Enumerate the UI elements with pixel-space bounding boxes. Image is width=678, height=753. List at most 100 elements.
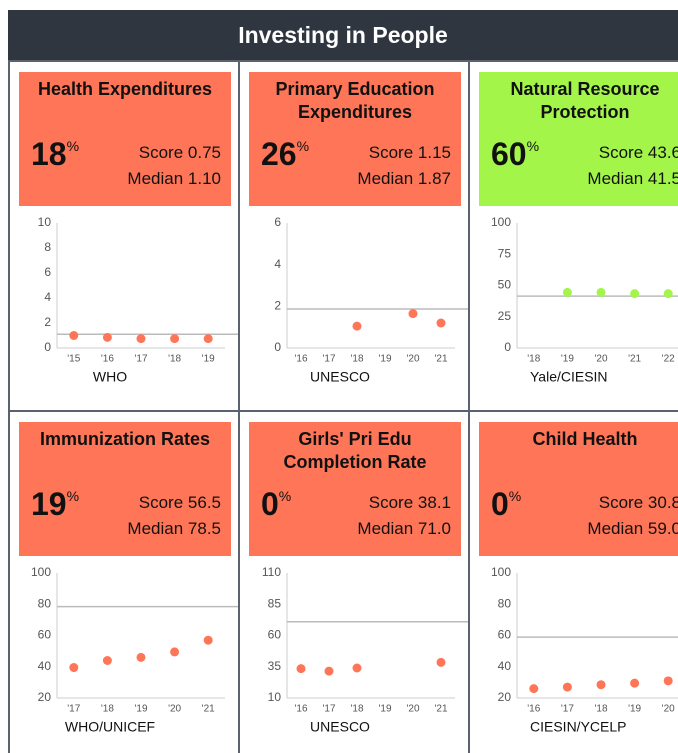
y-tick-label: 4 (44, 290, 51, 304)
x-tick-label: '20 (406, 704, 419, 715)
dot (203, 635, 213, 645)
chart: 20 40 60 80 100 '17 '18 '19 '20 '21 WHO/UNICEF (31, 565, 240, 735)
x-tick-label: '18 (168, 354, 181, 365)
percentile-value: 60 (491, 136, 527, 172)
median: Median 78.5 (127, 519, 221, 539)
y-tick-label: 20 (498, 690, 512, 704)
percentile-unit: % (66, 138, 80, 154)
median-label: Median (357, 519, 414, 538)
x-tick-label: '19 (134, 704, 147, 715)
median: Median 41.5 (587, 169, 678, 189)
median-label: Median (357, 169, 414, 188)
x-tick-label: '17 (67, 704, 80, 715)
y-tick-label: 100 (31, 565, 51, 579)
percentile-unit: % (508, 488, 522, 504)
median-label: Median (587, 169, 644, 188)
dot (102, 332, 112, 342)
percentile-unit: % (526, 138, 540, 154)
percentile: 0% (261, 486, 291, 523)
card-title: Girls' Pri Edu Completion Rate (283, 429, 427, 472)
dot (630, 678, 640, 688)
y-tick-label: 6 (274, 215, 281, 229)
x-tick-label: '20 (594, 354, 607, 365)
dot (69, 331, 79, 340)
card-title: Child Health (532, 429, 638, 449)
percentile: 0% (491, 486, 521, 523)
card-title: Primary Education Expenditures (275, 79, 435, 122)
y-tick-label: 20 (38, 690, 52, 704)
dot (170, 334, 180, 344)
y-tick-label: 60 (268, 628, 282, 642)
score: Score 30.8 (599, 493, 678, 513)
chart: 0 2 4 6 8 10 '15 '16 '17 '18 '19 WHO (38, 215, 240, 385)
x-tick-label: '19 (628, 704, 641, 715)
x-tick-label: '16 (101, 354, 114, 365)
y-tick-label: 0 (504, 340, 511, 354)
source: UNESCO (310, 719, 370, 735)
x-tick-label: '19 (378, 704, 391, 715)
panel: Girls' Pri Edu Completion Rate 0% Score 38… (238, 410, 470, 753)
score-label: Score (598, 493, 644, 512)
median-value: 71.0 (417, 519, 451, 538)
x-tick-label: '18 (350, 354, 363, 365)
y-tick-label: 2 (44, 315, 51, 329)
score-value: 38.1 (417, 493, 451, 512)
chart: 20 40 60 80 100 '16 '17 '18 '19 '20 CIESIN/YCELP (491, 565, 678, 735)
y-tick-label: 8 (44, 240, 51, 254)
chart: 0 2 4 6 '16 '17 '18 '19 '20 '21 UNESCO (274, 215, 470, 385)
score-value: 1.15 (417, 143, 451, 162)
dot (436, 657, 446, 667)
source: Yale/CIESIN (530, 369, 608, 385)
score-label: Score (368, 493, 414, 512)
y-tick-label: 100 (491, 215, 511, 229)
score-value: 56.5 (187, 493, 221, 512)
x-tick-label: '17 (322, 704, 335, 715)
source: WHO (93, 369, 127, 385)
median-value: 1.10 (187, 169, 221, 188)
percentile-unit: % (278, 488, 292, 504)
panel: Natural Resource Protection 60% Score 43.6… (468, 60, 678, 410)
x-tick-label: '16 (527, 704, 540, 715)
percentile: 18% (31, 136, 79, 173)
dot (663, 676, 673, 686)
x-tick-label: '21 (628, 354, 641, 365)
y-tick-label: 110 (262, 565, 281, 579)
percentile-value: 0 (491, 486, 509, 522)
dot (562, 287, 572, 297)
dot (136, 334, 146, 344)
x-tick-label: '20 (406, 354, 419, 365)
x-tick-label: '19 (378, 354, 391, 365)
y-tick-label: 60 (498, 628, 512, 642)
y-tick-label: 35 (268, 659, 282, 673)
y-tick-label: 0 (44, 340, 51, 354)
y-tick-label: 100 (491, 565, 511, 579)
y-tick-label: 75 (498, 246, 512, 260)
score-label: Score (138, 493, 184, 512)
y-tick-label: 50 (498, 278, 512, 292)
median: Median 59.0 (587, 519, 678, 539)
score: Score 0.75 (139, 143, 221, 163)
x-tick-label: '16 (294, 354, 307, 365)
dot (408, 309, 418, 319)
dot (436, 318, 446, 328)
x-tick-label: '18 (350, 704, 363, 715)
percentile-value: 0 (261, 486, 279, 522)
median-value: 41.5 (647, 169, 678, 188)
score: Score 43.6 (599, 143, 678, 163)
x-tick-label: '15 (67, 354, 80, 365)
panel: Health Expenditures 18% Score 0.75 Median 1… (8, 60, 240, 410)
chart: 0 25 50 75 100 '18 '19 '20 '21 '22 Yale/CIESIN (491, 215, 678, 385)
chart: 10 35 60 85 110 '16 '17 '18 '19 '20 '21 UNESCO (262, 565, 470, 735)
dot (136, 652, 146, 662)
x-tick-label: '19 (561, 354, 574, 365)
dot (170, 647, 180, 657)
score-value: 0.75 (187, 143, 221, 162)
y-tick-label: 80 (38, 596, 52, 610)
x-tick-label: '20 (168, 704, 181, 715)
score-value: 43.6 (647, 143, 678, 162)
header-title: Investing in People (8, 10, 678, 60)
card-title: Health Expenditures (37, 79, 213, 99)
y-tick-label: 10 (38, 215, 52, 229)
score-label: Score (138, 143, 184, 162)
